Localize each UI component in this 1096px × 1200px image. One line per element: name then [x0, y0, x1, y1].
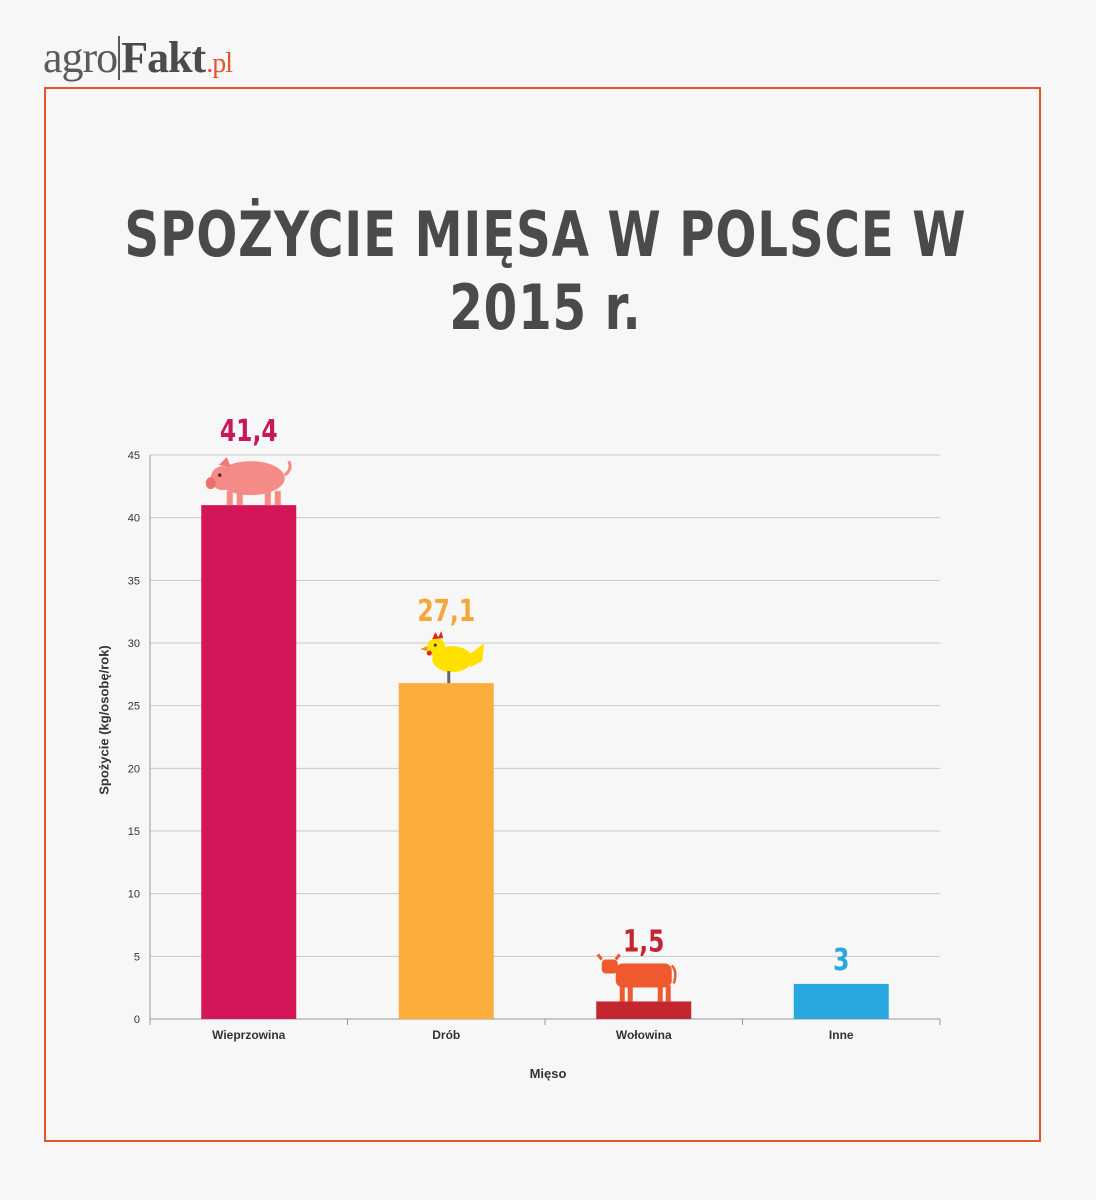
y-axis-label: Spożycie (kg/osobę/rok) [96, 645, 112, 795]
pig-head [210, 466, 235, 491]
cow-leg [627, 985, 633, 1002]
page-title: SPOŻYCIE MIĘSA W POLSCE W 2015 r. [124, 198, 967, 344]
y-tick-label: 30 [128, 638, 140, 650]
chicken-beak [420, 646, 428, 652]
logo-divider [118, 36, 121, 80]
y-tick-label: 25 [128, 701, 140, 713]
chicken-leg [447, 671, 451, 684]
y-tick-label: 10 [128, 889, 140, 901]
cow-leg [657, 985, 663, 1002]
cow-head [601, 959, 618, 974]
pig-leg [236, 491, 243, 506]
data-label: 41,4 [220, 414, 278, 449]
x-tick-label: Drób [432, 1028, 460, 1042]
y-tick-label: 0 [134, 1014, 140, 1026]
pig-leg [226, 491, 233, 506]
bar-wołowina [596, 1001, 692, 1019]
y-tick-label: 40 [128, 513, 140, 525]
y-tick-label: 15 [128, 826, 140, 838]
data-label: 1,5 [623, 925, 664, 960]
bar-drób [398, 683, 494, 1019]
x-tick-label: Inne [829, 1028, 854, 1042]
y-tick-label: 35 [128, 575, 140, 587]
logo: agroFakt.pl [43, 30, 233, 92]
chicken-head [427, 638, 446, 657]
cow-icon [596, 953, 677, 1002]
bar-inne [793, 983, 889, 1019]
cow-horns [596, 953, 621, 961]
cow-body [615, 963, 672, 988]
chicken-icon [420, 631, 485, 684]
chicken-wattle [426, 650, 432, 656]
bar-wieprzowina [201, 505, 297, 1020]
pig-tail [283, 460, 292, 477]
logo-part-domain: .pl [206, 48, 233, 79]
infographic-frame [44, 87, 1041, 1142]
cow-leg [619, 985, 625, 1002]
pig-leg [264, 491, 271, 506]
logo-part-fakt: Fakt [121, 33, 206, 82]
chicken-eye [433, 643, 437, 647]
data-label: 27,1 [417, 594, 475, 629]
y-tick-label: 5 [134, 951, 140, 963]
pig-leg [274, 491, 281, 506]
cow-tail [670, 964, 677, 984]
pig-icon [205, 457, 292, 506]
pig-ear [218, 457, 231, 468]
chicken-comb [432, 631, 444, 640]
pig-eye [217, 473, 222, 477]
chicken-tail [468, 643, 485, 668]
y-tick-label: 20 [128, 763, 140, 775]
logo-part-agro: agro [43, 33, 118, 82]
x-axis-label: Mięso [529, 1066, 567, 1081]
cow-leg [665, 985, 671, 1002]
pig-snout [205, 477, 216, 490]
x-tick-label: Wieprzowina [212, 1028, 286, 1042]
data-label: 3 [833, 943, 849, 978]
y-tick-label: 45 [128, 450, 140, 462]
pig-body [216, 461, 285, 496]
x-tick-label: Wołowina [616, 1028, 672, 1042]
